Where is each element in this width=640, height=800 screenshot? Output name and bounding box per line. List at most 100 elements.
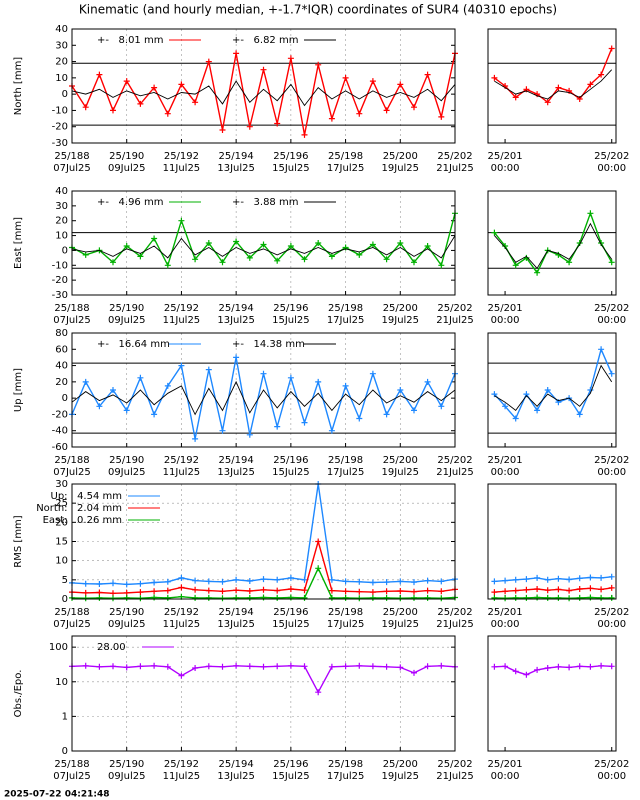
y-tick-label: 10 — [55, 231, 68, 242]
series-line — [491, 210, 615, 276]
x-tick-sublabel: 15Jul25 — [272, 771, 310, 782]
plot-area — [488, 484, 616, 599]
series-line — [71, 380, 456, 416]
legend-label: +- 3.88 mm — [232, 197, 298, 208]
plot-frame — [71, 28, 456, 144]
x-tick-sublabel: 19Jul25 — [382, 467, 420, 478]
legend-label: +- 6.82 mm — [232, 35, 298, 46]
x-tick-label: 25/202 — [594, 151, 629, 162]
series-line — [494, 222, 613, 270]
x-tick-sublabel: 11Jul25 — [163, 771, 201, 782]
x-tick-label: 25/201 — [487, 303, 522, 314]
x-tick-label: 25/201 — [487, 455, 522, 466]
plot-frame — [71, 332, 456, 448]
x-tick-sublabel: 13Jul25 — [217, 467, 255, 478]
y-tick-label: 10 — [55, 556, 68, 567]
x-tick-label: 25/201 — [487, 607, 522, 618]
x-tick-sublabel: 00:00 — [597, 163, 626, 174]
y-tick-label: 30 — [55, 201, 68, 212]
plot-frame — [487, 190, 617, 296]
y-tick-label: 0 — [62, 594, 68, 605]
x-tick-label: 25/202 — [594, 455, 629, 466]
x-tick-sublabel: 07Jul25 — [53, 771, 91, 782]
x-tick-label: 25/196 — [273, 455, 308, 466]
x-tick-sublabel: 19Jul25 — [382, 619, 420, 630]
x-tick-label: 25/188 — [54, 303, 89, 314]
x-tick-label: 25/201 — [487, 151, 522, 162]
x-tick-label: 25/194 — [219, 607, 254, 618]
x-tick-label: 25/200 — [383, 759, 418, 770]
x-tick-sublabel: 21Jul25 — [436, 467, 474, 478]
plot-frame — [487, 483, 617, 600]
x-tick-sublabel: 00:00 — [597, 771, 626, 782]
x-tick-sublabel: 00:00 — [597, 315, 626, 326]
series-line — [494, 69, 613, 100]
x-tick-sublabel: 17Jul25 — [327, 163, 365, 174]
x-tick-sublabel: 00:00 — [491, 315, 520, 326]
x-tick-sublabel: 11Jul25 — [163, 315, 201, 326]
plot-frame — [71, 635, 456, 752]
y-tick-label: 20 — [55, 517, 68, 528]
x-tick-label: 25/202 — [594, 759, 629, 770]
y-tick-label: -20 — [52, 122, 68, 133]
x-tick-label: 25/202 — [594, 303, 629, 314]
x-tick-sublabel: 00:00 — [491, 467, 520, 478]
x-tick-sublabel: 19Jul25 — [382, 315, 420, 326]
x-tick-sublabel: 00:00 — [491, 163, 520, 174]
series-line — [491, 573, 615, 585]
y-tick-label: -30 — [52, 138, 68, 149]
x-tick-label: 25/202 — [437, 759, 472, 770]
x-tick-label: 25/188 — [54, 759, 89, 770]
x-tick-label: 25/194 — [219, 151, 254, 162]
y-tick-label: 0 — [62, 393, 68, 404]
y-tick-label: 25 — [55, 498, 68, 509]
x-tick-label: 25/194 — [219, 455, 254, 466]
x-tick-sublabel: 13Jul25 — [217, 315, 255, 326]
legend-label: Up: 4.54 mm — [51, 491, 123, 502]
y-tick-label: -40 — [52, 426, 68, 437]
plot-area — [488, 29, 616, 143]
x-tick-label: 25/192 — [164, 759, 199, 770]
x-tick-label: 25/198 — [328, 607, 363, 618]
y-tick-label: 30 — [55, 40, 68, 51]
legend-label: North: 2.04 mm — [36, 503, 122, 514]
x-tick-label: 25/201 — [487, 759, 522, 770]
legend-label: +- 14.38 mm — [232, 339, 305, 350]
plot-area — [488, 636, 616, 751]
y-tick-label: 30 — [55, 479, 68, 490]
x-tick-label: 25/202 — [594, 607, 629, 618]
x-tick-sublabel: 15Jul25 — [272, 163, 310, 174]
x-tick-sublabel: 09Jul25 — [108, 771, 146, 782]
x-tick-label: 25/192 — [164, 607, 199, 618]
y-tick-label: 40 — [55, 361, 68, 372]
x-tick-sublabel: 11Jul25 — [163, 467, 201, 478]
x-tick-label: 25/202 — [437, 455, 472, 466]
y-tick-label: -60 — [52, 442, 68, 453]
y-tick-label: 5 — [62, 575, 68, 586]
x-tick-label: 25/190 — [109, 607, 144, 618]
x-tick-sublabel: 21Jul25 — [436, 771, 474, 782]
series-line — [491, 594, 615, 602]
y-tick-label: 0 — [62, 746, 68, 757]
x-tick-label: 25/200 — [383, 151, 418, 162]
x-tick-sublabel: 21Jul25 — [436, 619, 474, 630]
x-tick-sublabel: 17Jul25 — [327, 467, 365, 478]
x-tick-sublabel: 19Jul25 — [382, 163, 420, 174]
x-tick-label: 25/192 — [164, 455, 199, 466]
y-tick-label: -20 — [52, 409, 68, 420]
x-tick-label: 25/190 — [109, 151, 144, 162]
y-tick-label: 60 — [55, 344, 68, 355]
series-line — [491, 584, 615, 596]
series-line — [69, 565, 458, 602]
y-tick-label: -20 — [52, 275, 68, 286]
plot-frame — [71, 190, 456, 296]
x-tick-sublabel: 13Jul25 — [217, 771, 255, 782]
plot-area — [488, 333, 616, 447]
timestamp: 2025-07-22 04:21:48 — [4, 790, 109, 800]
x-tick-sublabel: 09Jul25 — [108, 619, 146, 630]
x-tick-sublabel: 13Jul25 — [217, 163, 255, 174]
x-tick-sublabel: 19Jul25 — [382, 771, 420, 782]
y-axis-label: Up [mm] — [13, 368, 24, 412]
x-tick-sublabel: 15Jul25 — [272, 315, 310, 326]
